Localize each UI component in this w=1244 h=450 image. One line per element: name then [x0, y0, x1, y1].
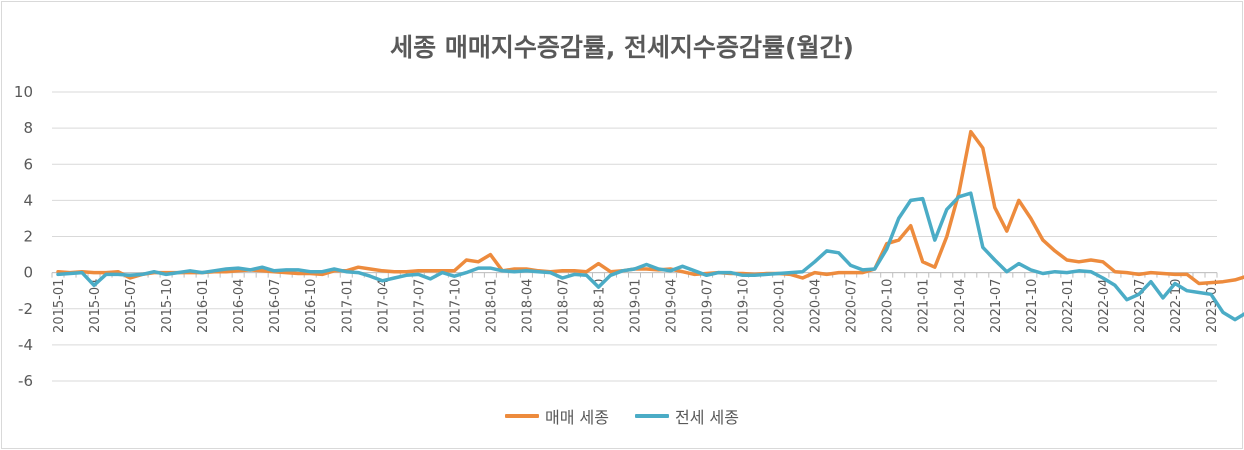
- legend-item-jeonse: 전세 세종: [635, 404, 739, 428]
- x-tick-label: 2015-07: [124, 279, 139, 333]
- y-tick-label: 8: [23, 119, 33, 137]
- x-tick-label: 2020-01: [773, 279, 788, 333]
- y-tick-label: 4: [23, 191, 33, 209]
- x-tick-label: 2021-07: [989, 279, 1004, 333]
- x-tick-label: 2019-10: [737, 279, 752, 333]
- x-tick-label: 2017-10: [448, 279, 463, 333]
- y-tick-label: 10: [14, 83, 33, 101]
- x-tick-label: 2022-01: [1061, 279, 1076, 333]
- x-tick-label: 2019-04: [665, 279, 680, 333]
- legend-item-sale: 매매 세종: [505, 404, 609, 428]
- x-tick-label: 2020-07: [845, 279, 860, 333]
- x-tick-label: 2018-04: [520, 279, 535, 333]
- x-tick-label: 2020-04: [809, 279, 824, 333]
- x-tick-label: 2022-10: [1169, 279, 1184, 333]
- legend-swatch-jeonse: [635, 414, 669, 418]
- x-tick-label: 2015-10: [160, 279, 175, 333]
- x-tick-label: 2016-10: [304, 279, 319, 333]
- legend-swatch-sale: [505, 414, 540, 418]
- x-tick-label: 2022-04: [1097, 279, 1112, 333]
- x-tick-label: 2021-10: [1025, 279, 1040, 333]
- series-line-jeonse: [56, 191, 1244, 322]
- x-tick-label: 2016-07: [268, 279, 283, 333]
- x-tick-label: 2021-01: [917, 279, 932, 333]
- legend-label-sale: 매매 세종: [545, 408, 609, 427]
- y-tick-label: 0: [23, 264, 33, 282]
- legend-label-jeonse: 전세 세종: [675, 408, 739, 427]
- x-tick-label: 2018-10: [592, 279, 607, 333]
- x-tick-label: 2015-04: [88, 279, 103, 333]
- x-tick-label: 2022-07: [1133, 279, 1148, 333]
- x-tick-label: 2015-01: [52, 279, 67, 333]
- x-tick-label: 2016-04: [232, 279, 247, 333]
- x-tick-label: 2017-04: [376, 279, 391, 333]
- chart-legend: 매매 세종 전세 세종: [0, 404, 1244, 428]
- x-tick-label: 2018-07: [556, 279, 571, 333]
- x-tick-label: 2018-01: [484, 279, 499, 333]
- x-tick-label: 2017-01: [340, 279, 355, 333]
- x-tick-label: 2019-01: [629, 279, 644, 333]
- y-tick-label: 2: [23, 228, 33, 246]
- x-tick-label: 2021-04: [953, 279, 968, 333]
- y-tick-label: -4: [18, 336, 33, 354]
- x-tick-label: 2019-07: [701, 279, 716, 333]
- x-tick-label: 2020-10: [881, 279, 896, 333]
- x-tick-label: 2017-07: [412, 279, 427, 333]
- chart-title: 세종 매매지수증감률, 전세지수증감률(월간): [390, 33, 854, 62]
- y-tick-label: 6: [23, 155, 33, 173]
- x-tick-label: 2016-01: [196, 279, 211, 333]
- y-tick-label: -2: [18, 300, 33, 318]
- y-tick-label: -6: [18, 372, 33, 390]
